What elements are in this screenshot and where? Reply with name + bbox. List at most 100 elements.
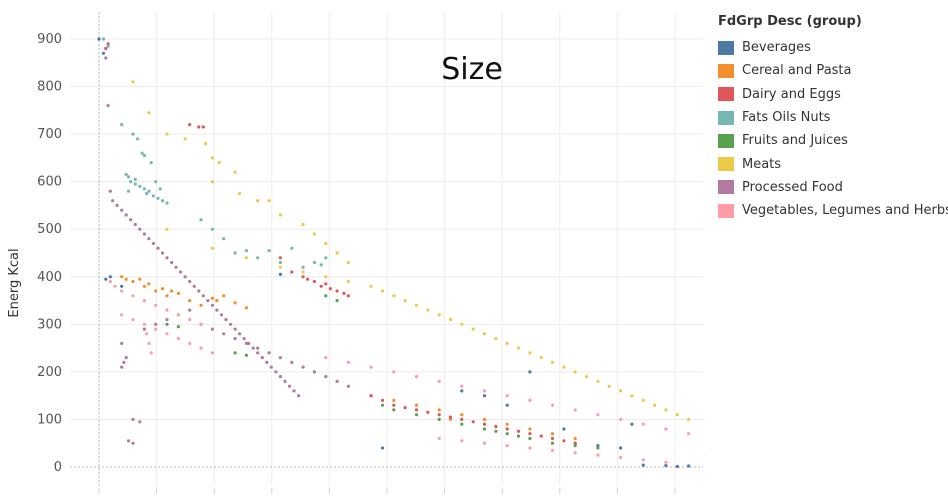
data-point <box>251 346 255 350</box>
data-point <box>426 308 430 312</box>
data-point <box>297 394 301 398</box>
data-point <box>165 322 169 326</box>
data-point <box>312 232 316 236</box>
data-point <box>101 51 106 55</box>
data-point <box>437 413 441 417</box>
data-point <box>426 410 430 414</box>
data-point <box>228 322 233 326</box>
data-point <box>131 441 135 445</box>
data-point <box>160 251 165 255</box>
data-point <box>219 313 224 317</box>
data-point <box>550 432 555 436</box>
data-point <box>120 365 124 369</box>
data-point <box>596 453 600 457</box>
data-point <box>199 218 203 222</box>
data-point <box>641 458 645 462</box>
data-point <box>222 294 226 298</box>
data-point <box>260 356 264 360</box>
data-point <box>505 403 509 407</box>
data-point <box>471 327 475 331</box>
data-point <box>199 322 203 326</box>
data-point <box>278 375 282 379</box>
legend-item: Processed Food <box>718 176 946 199</box>
legend: FdGrp Desc (group) Beverages Cereal and P… <box>718 14 948 222</box>
data-point <box>301 275 305 279</box>
data-point <box>142 327 146 331</box>
data-point <box>369 365 373 369</box>
data-point <box>414 303 419 307</box>
data-point <box>124 277 128 281</box>
data-point <box>160 287 165 291</box>
data-point <box>188 308 192 312</box>
data-point <box>641 463 645 467</box>
legend-title: FdGrp Desc (group) <box>718 14 862 29</box>
legend-items: Beverages Cereal and Pasta Dairy and Eggs F… <box>718 36 948 222</box>
data-point <box>210 156 214 160</box>
data-point <box>346 260 350 265</box>
y-tick-label: 500 <box>37 222 62 237</box>
legend-swatch <box>718 133 734 148</box>
data-point <box>210 327 214 331</box>
data-point <box>342 291 346 295</box>
data-point <box>562 439 566 443</box>
data-point <box>183 275 187 279</box>
series-processed-food <box>104 56 350 445</box>
data-point <box>550 436 555 441</box>
data-point <box>165 227 169 231</box>
data-point <box>138 184 142 188</box>
data-point <box>242 337 246 341</box>
data-point <box>233 327 237 331</box>
data-point <box>256 351 260 355</box>
data-point <box>106 42 110 46</box>
legend-item: Vegetables, Legumes and Herbs <box>718 199 948 222</box>
data-point <box>149 161 153 165</box>
data-point <box>269 365 273 369</box>
data-point <box>619 455 623 460</box>
data-point <box>482 389 487 393</box>
data-point <box>335 251 339 255</box>
data-point <box>460 413 464 417</box>
data-point <box>238 332 242 336</box>
data-point <box>131 318 135 322</box>
data-point <box>505 444 509 448</box>
data-point <box>573 436 577 441</box>
data-point <box>528 370 532 374</box>
data-point <box>149 351 153 355</box>
data-point <box>278 272 282 276</box>
data-point <box>217 161 221 165</box>
data-point <box>179 270 183 274</box>
legend-item: Dairy and Eggs <box>718 83 946 106</box>
data-point <box>204 142 208 146</box>
data-point <box>550 360 555 364</box>
data-point <box>335 379 339 383</box>
legend-swatch <box>718 87 734 102</box>
data-point <box>687 417 691 421</box>
data-point <box>126 175 131 179</box>
series-meats <box>131 80 691 421</box>
data-point <box>630 394 634 398</box>
data-point <box>516 429 521 433</box>
data-point <box>142 322 146 326</box>
data-point <box>324 375 328 379</box>
data-point <box>138 420 142 424</box>
data-point <box>131 132 135 136</box>
data-point <box>596 446 600 450</box>
data-point <box>192 284 196 288</box>
data-point <box>278 265 282 269</box>
data-point <box>335 299 339 303</box>
data-point <box>165 294 169 298</box>
data-point <box>133 177 137 181</box>
data-point <box>312 370 316 374</box>
data-point <box>573 370 577 374</box>
legend-label: Meats <box>742 156 782 172</box>
data-point <box>133 182 137 186</box>
data-point <box>528 446 532 450</box>
series-vegetables-legumes-and-herbs <box>108 279 691 464</box>
data-point <box>210 180 214 184</box>
data-point <box>630 422 634 426</box>
data-point <box>244 256 248 260</box>
legend-label: Dairy and Eggs <box>742 86 841 102</box>
data-point <box>494 425 498 429</box>
data-point <box>210 296 214 300</box>
data-point <box>233 301 237 305</box>
